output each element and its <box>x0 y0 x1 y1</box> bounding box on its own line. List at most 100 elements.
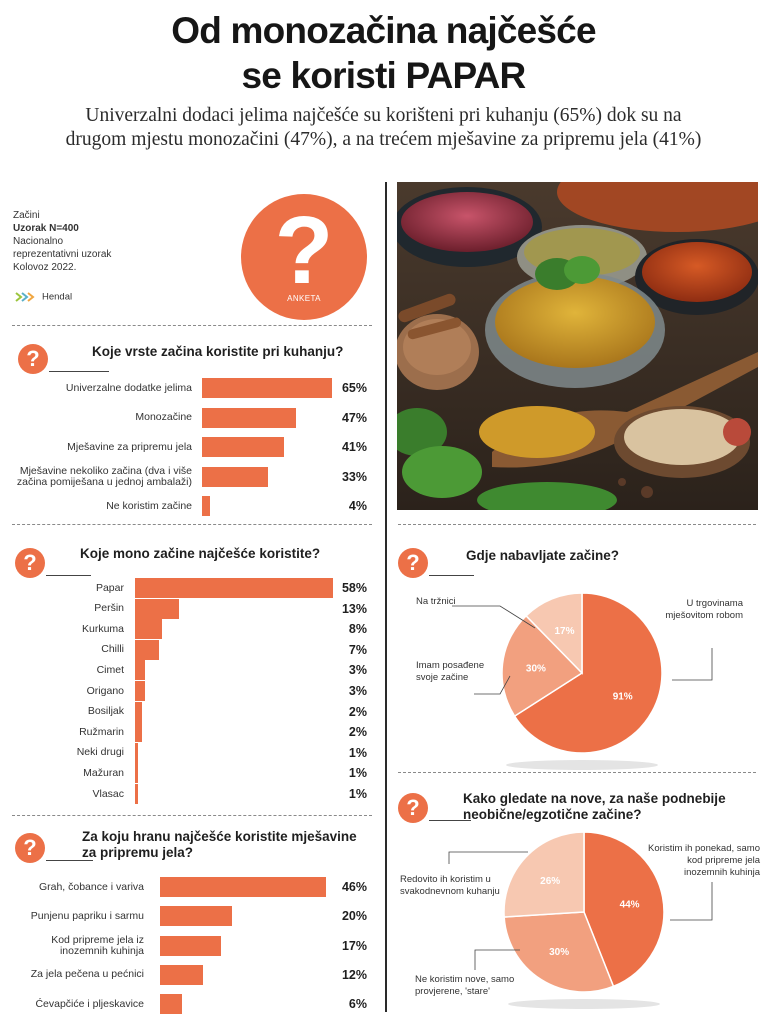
bar-label: Neki drugi <box>76 746 124 759</box>
pie-value-label: 30% <box>526 664 546 675</box>
bar-value-label: 2% <box>348 704 367 719</box>
bar-row: Neki drugi 1% <box>0 742 380 763</box>
question-connector <box>46 561 91 576</box>
pie-shadow <box>508 999 660 1009</box>
bar-label: Grah, čobance i variva <box>38 880 144 893</box>
bar <box>135 639 159 660</box>
title-line-1: Od monozačina najčešće <box>171 10 596 51</box>
question-connector <box>49 357 109 372</box>
bar-row: Grah, čobance i variva 46% <box>0 877 380 897</box>
bar-row: Monozačine 47% <box>0 407 380 428</box>
chart-question: Kako gledate na nove, za naše podnebije … <box>463 791 726 822</box>
bar-label: Univerzalne dodatke jelima <box>65 381 192 394</box>
question-connector <box>429 561 474 576</box>
pie-value-label: 26% <box>540 876 560 887</box>
bar-label: Peršin <box>94 602 124 615</box>
pie-value-label: 17% <box>554 626 574 637</box>
pie-leader-line <box>474 949 520 970</box>
bar-value-label: 17% <box>341 938 367 953</box>
bar-value-label: 41% <box>341 440 367 454</box>
bar-value-label: 7% <box>348 642 367 657</box>
pie-value-label: 30% <box>549 947 569 958</box>
chart-question: Za koju hranu najčešće koristite mješavi… <box>82 829 357 860</box>
bar-row: Vlasac 1% <box>0 784 380 804</box>
bar <box>160 994 182 1015</box>
bar-row: Univerzalne dodatke jelima 65% <box>0 378 380 398</box>
pie-slice-label: Redovito ih koristim u svakodnevnom kuha… <box>400 874 500 897</box>
question-icon: ? <box>398 793 428 823</box>
bar <box>135 763 139 784</box>
bar-row: Punjenu papriku i sarmu 20% <box>0 906 380 927</box>
pie-slice <box>501 614 584 718</box>
title-line-2: se koristi PAPAR <box>241 55 527 96</box>
question-icon: ? <box>398 548 428 578</box>
pie-slice <box>503 831 585 918</box>
question-connector <box>46 846 93 861</box>
bar-label: Monozačine <box>135 411 192 423</box>
bar-row: Kurkuma 8% <box>0 619 380 640</box>
bar-label: Origano <box>86 684 124 697</box>
bar <box>135 742 139 763</box>
bar <box>135 598 180 619</box>
section-divider <box>398 524 756 525</box>
bar-value-label: 6% <box>348 997 367 1012</box>
pie-shadow <box>506 760 658 770</box>
bar-label: Vlasac <box>92 787 124 800</box>
question-icon: ? <box>18 344 48 374</box>
bar <box>160 877 326 897</box>
bar-row: Chilli 7% <box>0 639 380 660</box>
bar-value-label: 33% <box>341 469 367 484</box>
bar-label: Ćevapčiće i pljeskavice <box>35 997 144 1010</box>
bar <box>135 578 333 598</box>
meta-line-4: reprezentativni uzorak <box>13 249 112 260</box>
bar <box>135 722 142 743</box>
bar-row: Ćevapčiće i pljeskavice 6% <box>0 994 380 1015</box>
question-connector <box>429 806 471 821</box>
bar-row: Mješavine nekoliko začina (dva i više za… <box>0 464 380 488</box>
bar-value-label: 65% <box>341 381 367 395</box>
pie-slice-label: Imam posađene svoje začine <box>416 660 485 683</box>
bar-value-label: 12% <box>341 967 367 982</box>
bar-value-label: 8% <box>348 622 367 637</box>
chart-question: Koje vrste začina koristite pri kuhanju? <box>92 344 344 359</box>
bar-row: Kod pripreme jela iz inozemnih kuhinja 17… <box>0 934 380 956</box>
survey-meta: Začini Uzorak N=400 Nacionalno reprezent… <box>13 209 163 274</box>
bar <box>202 407 296 428</box>
spices-photo-illustration <box>397 182 758 510</box>
pie-slice-label: Koristim ih ponekad, samo kod pripreme j… <box>648 843 760 878</box>
bar <box>135 619 163 640</box>
pie-slice-label: U trgovinama mješovitom robom <box>665 598 743 621</box>
brand-logo: Hendal <box>15 290 72 304</box>
section-divider <box>12 815 372 816</box>
pie-leader-line <box>670 882 713 921</box>
bar <box>202 378 332 398</box>
bar-row: Mažuran 1% <box>0 763 380 784</box>
question-icon: ? <box>274 197 334 304</box>
bar <box>135 701 142 722</box>
bar-label: Mješavine nekoliko začina (dva i više za… <box>16 464 192 488</box>
pie-leader-line <box>672 648 713 681</box>
bar-row: Ružmarin 2% <box>0 722 380 743</box>
pie-leader-line <box>448 851 528 864</box>
meta-line-3: Nacionalno <box>13 236 64 247</box>
bar-value-label: 13% <box>341 601 367 616</box>
page-title: Od monozačina najčešće se koristi PAPAR <box>0 8 767 98</box>
bar <box>135 784 139 804</box>
pie-slice <box>503 911 615 993</box>
bar-label: Za jela pečena u pećnici <box>30 968 144 981</box>
subtitle-line-2: drugom mjestu monozačini (47%), a na tre… <box>65 129 702 150</box>
bar-row: Bosiljak 2% <box>0 701 380 722</box>
bar-row: Peršin 13% <box>0 598 380 619</box>
bar-row: Mješavine za pripremu jela 41% <box>0 437 380 457</box>
bar-label: Ne koristim začine <box>106 499 192 512</box>
bar-row: Ne koristim začine 4% <box>0 496 380 516</box>
pie-leader-line <box>452 605 536 629</box>
chart-question: Koje mono začine najčešće koristite? <box>80 546 321 561</box>
bar-label: Mješavine za pripremu jela <box>67 440 192 453</box>
bar-row: Za jela pečena u pećnici 12% <box>0 964 380 985</box>
hendal-logo-icon <box>15 292 35 302</box>
survey-badge-label: ANKETA <box>287 294 321 303</box>
bar-label: Punjenu papriku i sarmu <box>30 909 144 922</box>
